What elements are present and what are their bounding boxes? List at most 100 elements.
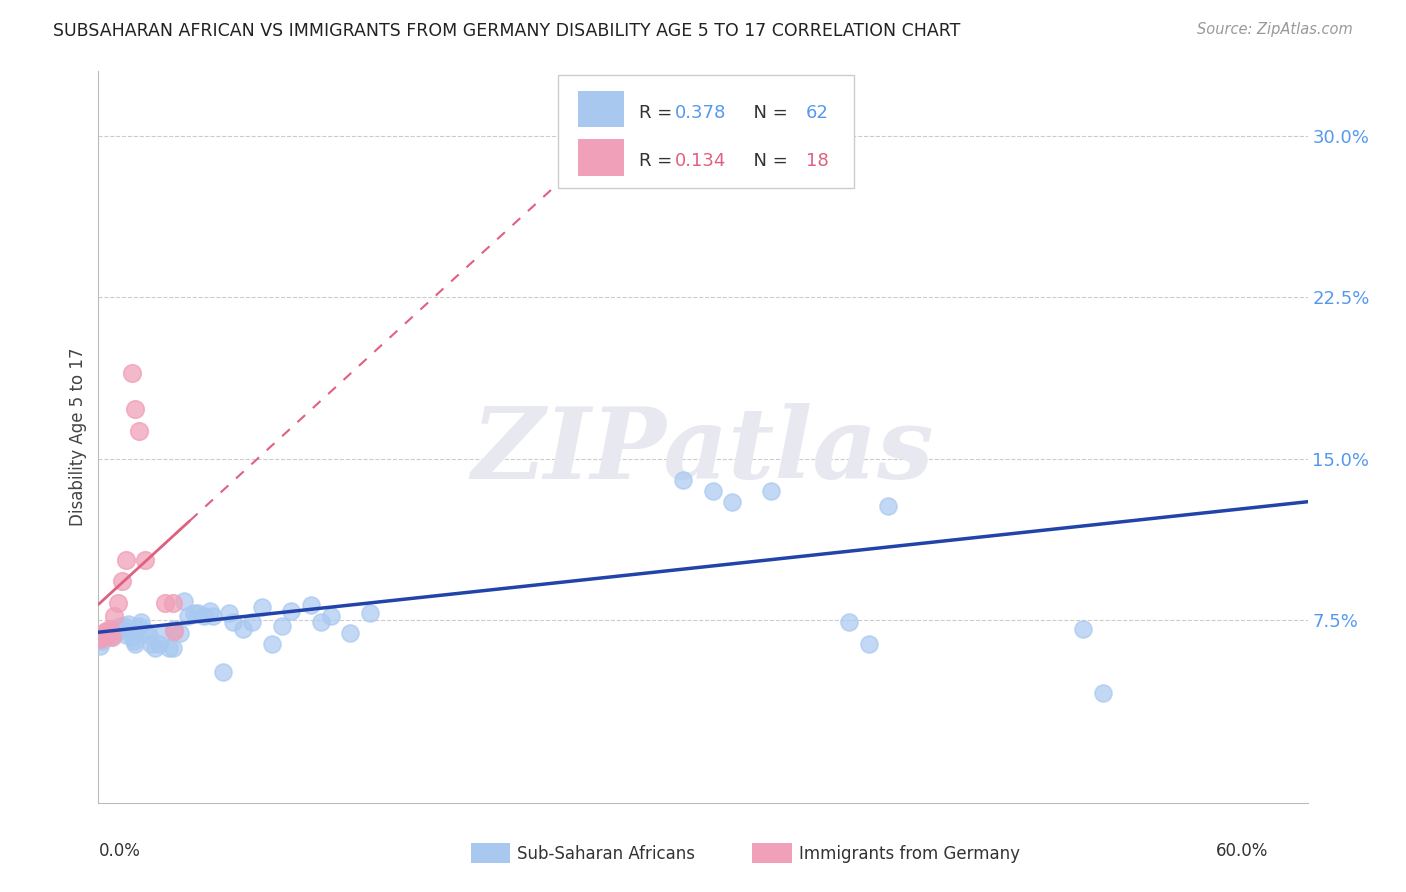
Point — [134, 624, 156, 638]
Point — [614, 161, 637, 176]
Point — [89, 632, 111, 647]
Point — [128, 619, 150, 633]
Point — [193, 608, 215, 623]
Point — [101, 624, 124, 638]
Point — [96, 624, 118, 638]
Point — [260, 637, 283, 651]
Point — [280, 604, 302, 618]
Point — [877, 499, 900, 513]
Point — [242, 615, 264, 629]
Point — [124, 637, 146, 651]
Point — [222, 615, 245, 629]
Point — [270, 619, 292, 633]
Bar — [578, 91, 624, 128]
Point — [89, 639, 111, 653]
Point — [91, 634, 114, 648]
Point — [1091, 686, 1114, 700]
Point — [121, 630, 143, 644]
Text: Immigrants from Germany: Immigrants from Germany — [799, 845, 1019, 863]
Text: 0.378: 0.378 — [675, 103, 727, 121]
Point — [252, 600, 274, 615]
Point — [134, 552, 156, 566]
Point — [218, 607, 240, 621]
Point — [339, 625, 361, 640]
Point — [93, 630, 115, 644]
Point — [153, 596, 176, 610]
Point — [97, 625, 120, 640]
Point — [101, 630, 124, 644]
Point — [107, 596, 129, 610]
Point — [858, 637, 880, 651]
Point — [121, 366, 143, 380]
Point — [212, 665, 235, 679]
Point — [128, 424, 150, 438]
Point — [114, 628, 136, 642]
Point — [114, 552, 136, 566]
Point — [838, 615, 860, 629]
Point — [93, 625, 115, 640]
Point — [143, 640, 166, 655]
Text: N =: N = — [742, 103, 793, 121]
Point — [98, 630, 121, 644]
Point — [198, 604, 221, 618]
Point — [131, 615, 153, 629]
Point — [163, 622, 186, 636]
Point — [103, 608, 125, 623]
Text: ZIPatlas: ZIPatlas — [472, 403, 934, 500]
Point — [103, 628, 125, 642]
Point — [187, 607, 209, 621]
Point — [163, 624, 186, 638]
Text: 18: 18 — [806, 153, 828, 170]
Text: 0.134: 0.134 — [675, 153, 727, 170]
Point — [108, 619, 131, 633]
Point — [162, 596, 184, 610]
Text: R =: R = — [638, 103, 678, 121]
Point — [152, 625, 174, 640]
Text: 0.0%: 0.0% — [98, 841, 141, 860]
Point — [112, 619, 135, 633]
Point — [111, 574, 134, 589]
Point — [157, 640, 180, 655]
Point — [169, 625, 191, 640]
Point — [122, 634, 145, 648]
Point — [104, 622, 127, 636]
Bar — [578, 139, 624, 176]
Point — [721, 494, 744, 508]
Point — [127, 622, 149, 636]
Point — [299, 598, 322, 612]
Text: SUBSAHARAN AFRICAN VS IMMIGRANTS FROM GERMANY DISABILITY AGE 5 TO 17 CORRELATION: SUBSAHARAN AFRICAN VS IMMIGRANTS FROM GE… — [53, 22, 960, 40]
Point — [97, 628, 120, 642]
Point — [96, 628, 118, 642]
Y-axis label: Disability Age 5 to 17: Disability Age 5 to 17 — [69, 348, 87, 526]
Point — [107, 624, 129, 638]
Point — [183, 607, 205, 621]
Point — [148, 637, 170, 651]
Point — [202, 608, 225, 623]
Point — [124, 402, 146, 417]
Point — [111, 622, 134, 636]
Point — [232, 622, 254, 636]
Point — [672, 473, 695, 487]
Point — [91, 630, 114, 644]
Point — [359, 607, 381, 621]
Point — [761, 483, 783, 498]
Point — [138, 628, 160, 642]
Text: R =: R = — [638, 153, 678, 170]
Point — [162, 640, 184, 655]
Point — [319, 608, 342, 623]
Text: 60.0%: 60.0% — [1216, 841, 1268, 860]
Point — [1071, 622, 1094, 636]
Point — [117, 617, 139, 632]
Text: N =: N = — [742, 153, 793, 170]
Text: Source: ZipAtlas.com: Source: ZipAtlas.com — [1197, 22, 1353, 37]
Point — [139, 637, 162, 651]
Point — [118, 624, 141, 638]
Point — [177, 608, 200, 623]
Text: 62: 62 — [806, 103, 828, 121]
Point — [98, 622, 121, 636]
Point — [173, 593, 195, 607]
Point — [702, 483, 724, 498]
Text: Sub-Saharan Africans: Sub-Saharan Africans — [517, 845, 696, 863]
Point — [309, 615, 332, 629]
FancyBboxPatch shape — [558, 75, 855, 188]
